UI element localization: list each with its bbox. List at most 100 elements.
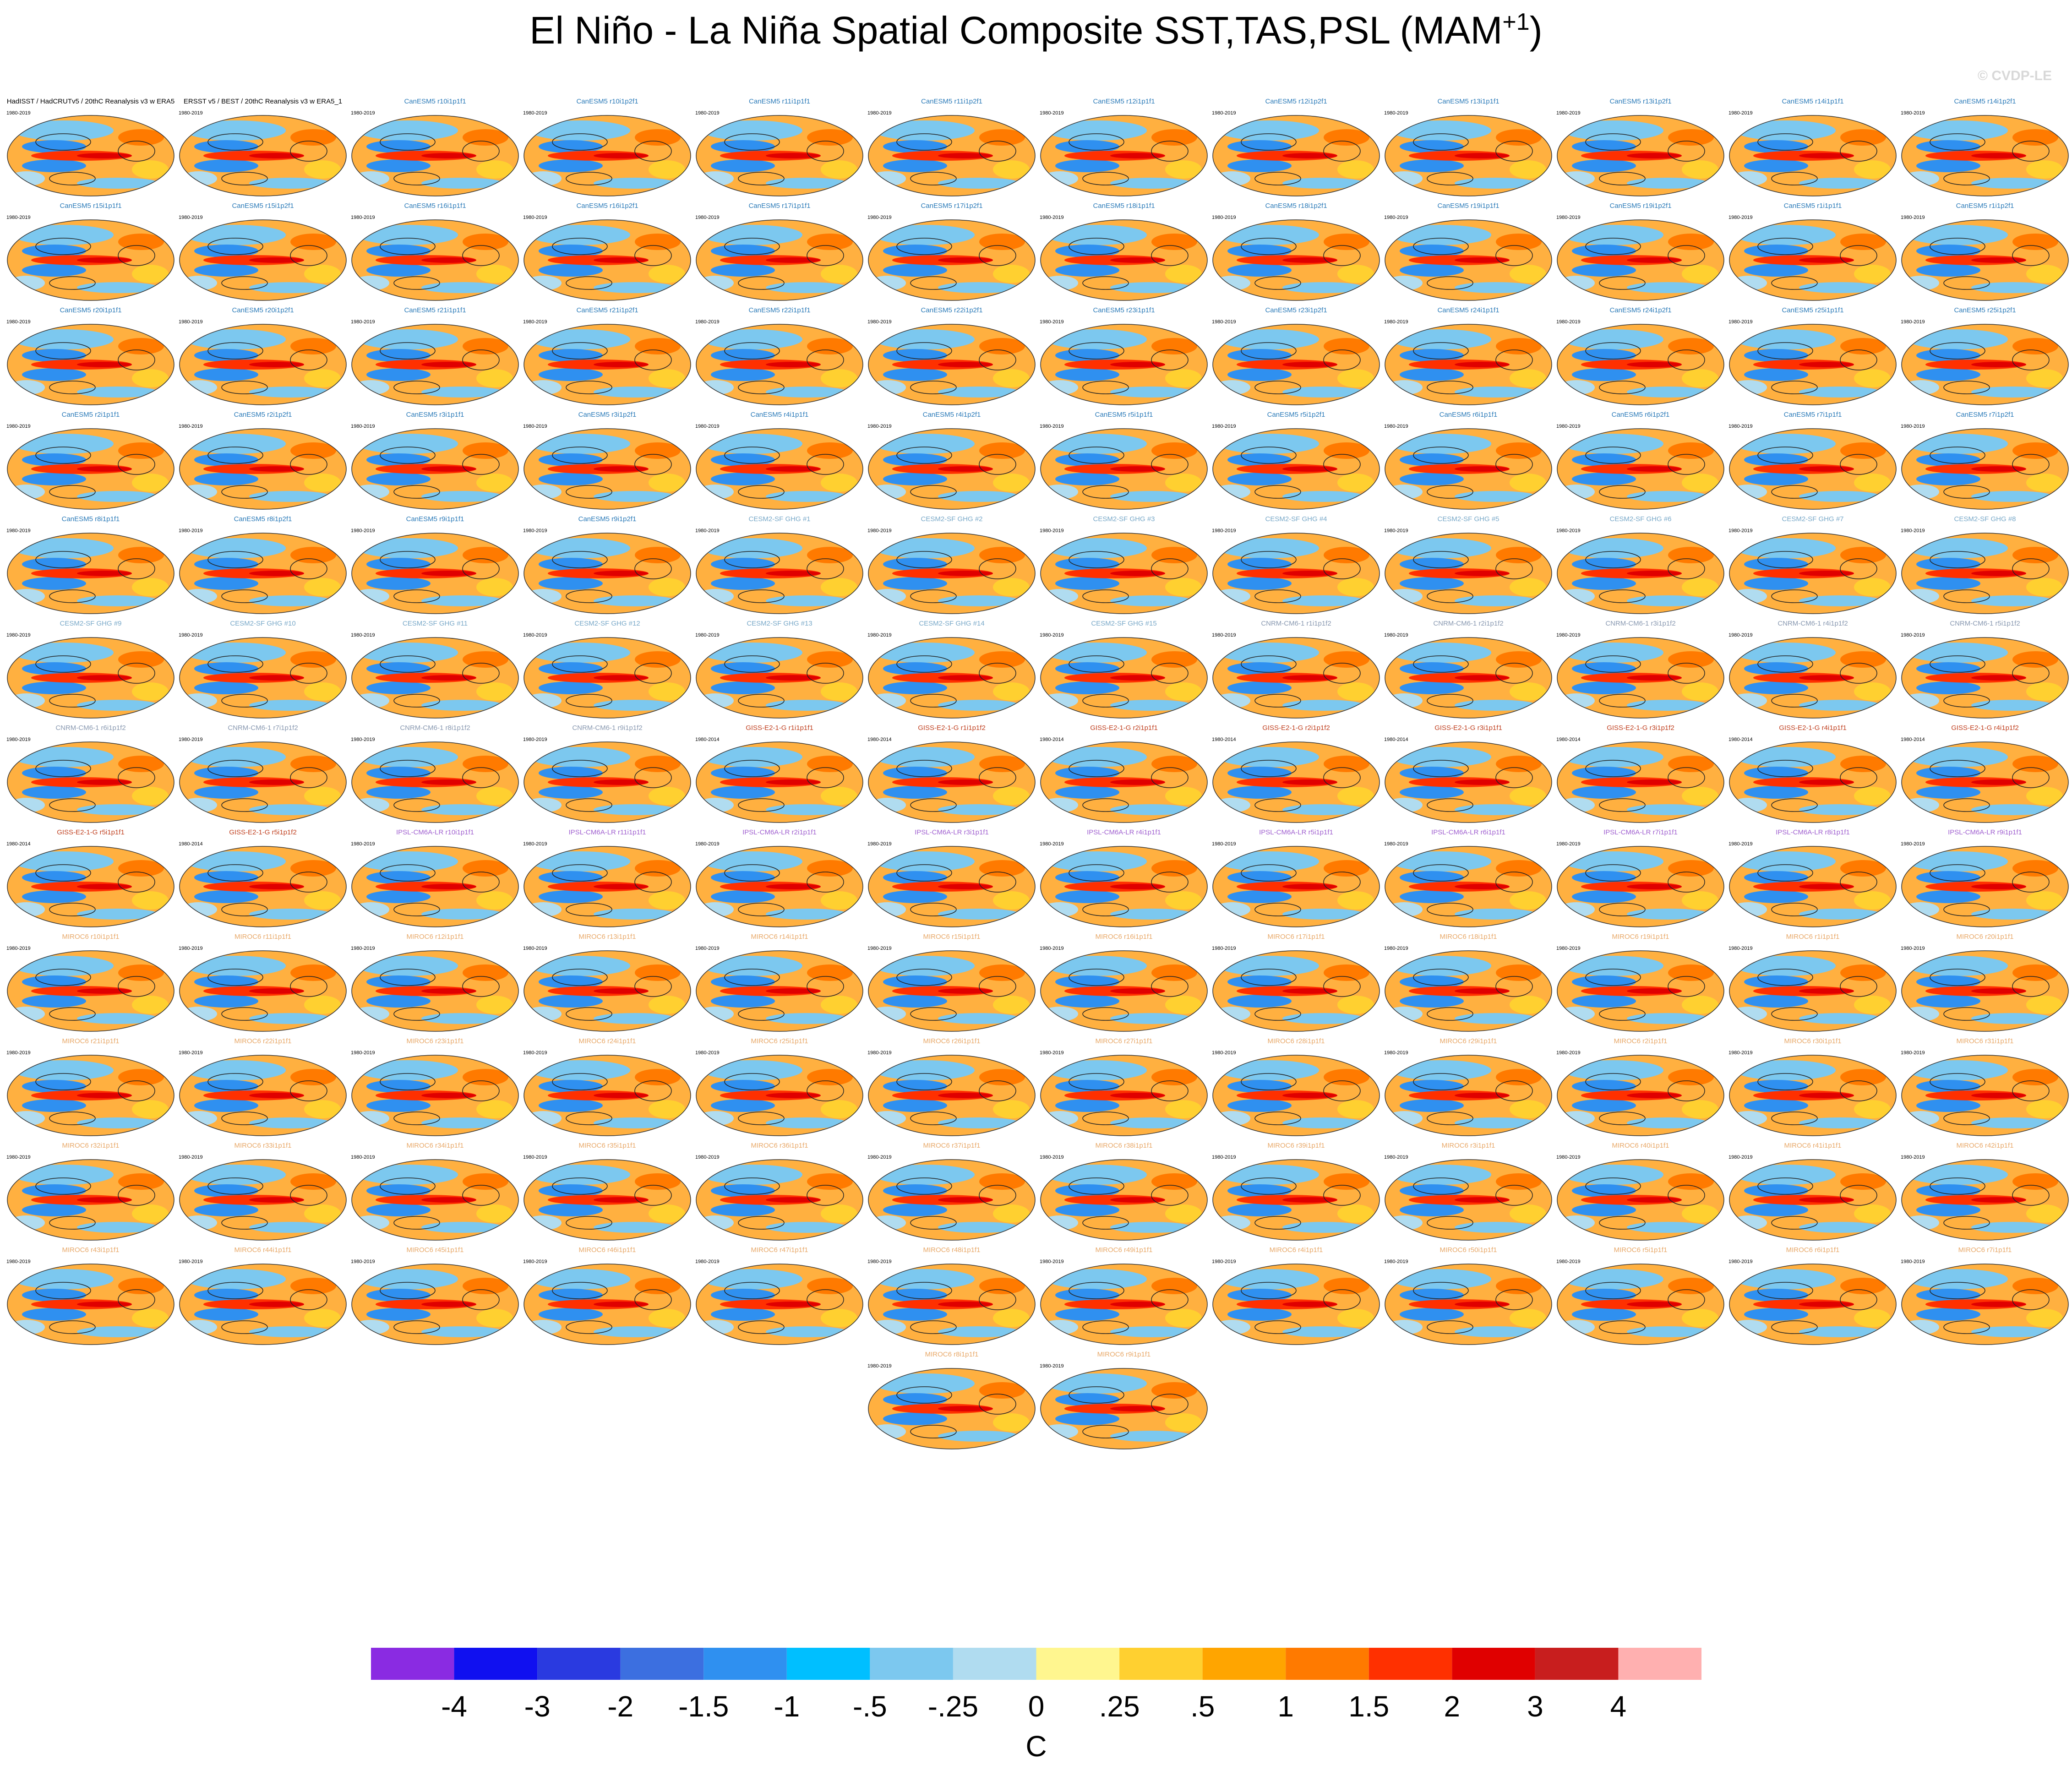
colorbar-box xyxy=(1036,1648,1120,1680)
colorbar-tick-label: -.5 xyxy=(853,1690,887,1723)
panel: IPSL-CM6A-LR r8i1p1f1 1980-2019 xyxy=(1728,828,1897,928)
map xyxy=(1556,532,1725,615)
panel: MIROC6 r21i1p1f1 1980-2019 xyxy=(6,1037,175,1137)
panel: CanESM5 r8i1p2f1 1980-2019 xyxy=(179,515,347,615)
panel-period: 1980-2019 xyxy=(351,1155,375,1160)
panel-title: HadISST / HadCRUTv5 / 20thC Reanalysis v… xyxy=(7,98,175,105)
panel-period: 1980-2019 xyxy=(1212,528,1236,534)
panel: MIROC6 r30i1p1f1 1980-2019 xyxy=(1728,1037,1897,1137)
panel: CanESM5 r4i1p1f1 1980-2019 xyxy=(695,411,864,510)
panel-period: 1980-2019 xyxy=(179,946,203,951)
panel-period: 1980-2019 xyxy=(867,841,892,847)
panel-title: CanESM5 r24i1p2f1 xyxy=(1609,306,1671,314)
panel-title: MIROC6 r34i1p1f1 xyxy=(406,1142,463,1149)
map xyxy=(1212,219,1380,301)
panel-period: 1980-2019 xyxy=(1212,1155,1236,1160)
panel-period: 1980-2019 xyxy=(1384,528,1408,534)
panel-title: CanESM5 r23i1p1f1 xyxy=(1093,306,1155,314)
panel-period: 1980-2019 xyxy=(6,1259,31,1264)
panel: CESM2-SF GHG #11 1980-2019 xyxy=(351,620,519,719)
map xyxy=(6,323,175,406)
panel: MIROC6 r8i1p1f1 1980-2019 xyxy=(867,1351,1036,1450)
panel-period: 1980-2019 xyxy=(179,1155,203,1160)
panel-title: CNRM-CM6-1 r6i1p1f2 xyxy=(55,724,125,732)
panel-period: 1980-2019 xyxy=(1728,319,1753,325)
panel: CanESM5 r5i1p1f1 1980-2019 xyxy=(1040,411,1208,510)
map xyxy=(1556,1054,1725,1137)
map xyxy=(1212,950,1380,1032)
map xyxy=(351,1054,519,1137)
panel: IPSL-CM6A-LR r4i1p1f1 1980-2019 xyxy=(1040,828,1208,928)
panel-period: 1980-2019 xyxy=(695,215,720,220)
panel-period: 1980-2019 xyxy=(1212,1259,1236,1264)
panel-period: 1980-2019 xyxy=(6,1155,31,1160)
panel-period: 1980-2019 xyxy=(523,215,547,220)
panel-title: MIROC6 r44i1p1f1 xyxy=(234,1246,291,1254)
map xyxy=(1901,1159,2069,1241)
map xyxy=(6,950,175,1032)
panel: CNRM-CM6-1 r2i1p1f2 1980-2019 xyxy=(1384,620,1553,719)
panel: GISS-E2-1-G r3i1p1f2 1980-2014 xyxy=(1556,724,1725,823)
map xyxy=(1384,1054,1553,1137)
map xyxy=(6,114,175,197)
panel: IPSL-CM6A-LR r3i1p1f1 1980-2019 xyxy=(867,828,1036,928)
map xyxy=(695,219,864,301)
panel-title: CESM2-SF GHG #9 xyxy=(60,620,121,627)
panel-title: MIROC6 r17i1p1f1 xyxy=(1267,933,1325,941)
map xyxy=(1728,950,1897,1032)
panel-title: CanESM5 r3i1p1f1 xyxy=(406,411,464,419)
panel: CESM2-SF GHG #10 1980-2019 xyxy=(179,620,347,719)
colorbar-tick-label: 1.5 xyxy=(1348,1690,1389,1723)
panel: MIROC6 r10i1p1f1 1980-2019 xyxy=(6,933,175,1032)
panel-period: 1980-2014 xyxy=(1384,737,1408,742)
panel-title: MIROC6 r46i1p1f1 xyxy=(578,1246,636,1254)
panel-title: CanESM5 r6i1p2f1 xyxy=(1612,411,1670,419)
map xyxy=(179,428,347,510)
map xyxy=(179,532,347,615)
map xyxy=(695,323,864,406)
panel-title: CanESM5 r22i1p2f1 xyxy=(921,306,982,314)
map xyxy=(867,741,1036,823)
panel: CNRM-CM6-1 r1i1p1f2 1980-2019 xyxy=(1212,620,1380,719)
map xyxy=(1040,845,1208,928)
map xyxy=(179,114,347,197)
panel-period: 1980-2019 xyxy=(1384,1259,1408,1264)
panel-period: 1980-2019 xyxy=(695,424,720,429)
map xyxy=(1556,323,1725,406)
panel-title: MIROC6 r39i1p1f1 xyxy=(1267,1142,1325,1149)
map xyxy=(523,428,692,510)
panel-period: 1980-2019 xyxy=(695,528,720,534)
panel-title: MIROC6 r10i1p1f1 xyxy=(62,933,119,941)
colorbar-tick-label: 3 xyxy=(1527,1690,1543,1723)
map xyxy=(1384,741,1553,823)
panel-period: 1980-2019 xyxy=(351,110,375,116)
map xyxy=(867,323,1036,406)
colorbar-box xyxy=(1452,1648,1535,1680)
panel-period: 1980-2019 xyxy=(1556,424,1581,429)
colorbar-tick-label: -.25 xyxy=(928,1690,978,1723)
panel-title: MIROC6 r19i1p1f1 xyxy=(1612,933,1669,941)
map xyxy=(1212,323,1380,406)
map xyxy=(523,845,692,928)
panel-period: 1980-2019 xyxy=(1556,632,1581,638)
panel: CanESM5 r18i1p1f1 1980-2019 xyxy=(1040,202,1208,301)
panel-title: IPSL-CM6A-LR r10i1p1f1 xyxy=(396,828,474,836)
panel: MIROC6 r33i1p1f1 1980-2019 xyxy=(179,1142,347,1241)
panel-period: 1980-2019 xyxy=(351,319,375,325)
panel-title: MIROC6 r50i1p1f1 xyxy=(1439,1246,1497,1254)
map xyxy=(1728,1263,1897,1346)
panel-period: 1980-2019 xyxy=(6,1050,31,1056)
panel: GISS-E2-1-G r4i1p1f2 1980-2014 xyxy=(1901,724,2069,823)
panel-period: 1980-2019 xyxy=(523,1259,547,1264)
panel-period: 1980-2019 xyxy=(179,528,203,534)
panel-period: 1980-2019 xyxy=(1040,215,1064,220)
map xyxy=(1384,1159,1553,1241)
panel-period: 1980-2019 xyxy=(867,632,892,638)
panel-title: IPSL-CM6A-LR r11i1p1f1 xyxy=(569,828,646,836)
panel: ERSST v5 / BEST / 20thC Reanalysis v3 w … xyxy=(179,98,347,197)
panel-period: 1980-2019 xyxy=(695,110,720,116)
panel: CanESM5 r9i1p1f1 1980-2019 xyxy=(351,515,519,615)
map xyxy=(867,1159,1036,1241)
panel-title: CanESM5 r6i1p1f1 xyxy=(1439,411,1498,419)
map xyxy=(179,219,347,301)
